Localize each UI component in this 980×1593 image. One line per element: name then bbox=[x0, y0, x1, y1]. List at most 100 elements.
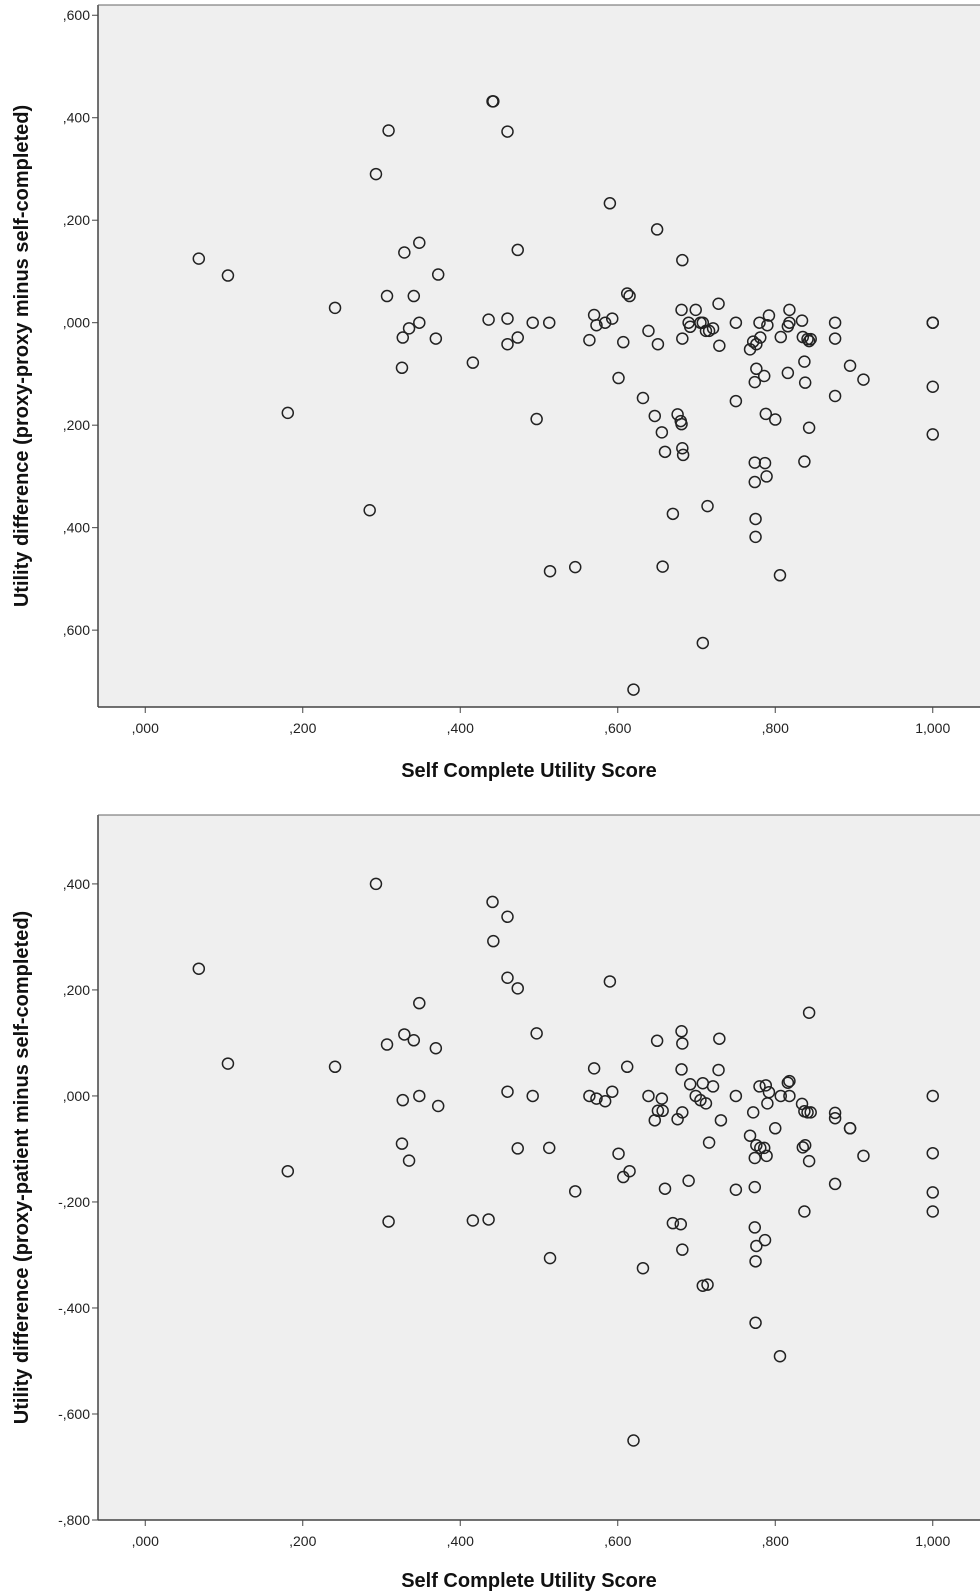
data-point bbox=[466, 356, 480, 369]
data-point bbox=[482, 1213, 495, 1226]
data-point bbox=[701, 1278, 714, 1291]
data-point bbox=[675, 1025, 688, 1038]
data-point bbox=[402, 1154, 416, 1167]
data-point bbox=[676, 253, 689, 267]
data-point bbox=[729, 316, 743, 329]
data-point bbox=[543, 1251, 557, 1265]
data-point bbox=[407, 289, 421, 303]
data-point bbox=[603, 975, 617, 988]
data-point bbox=[712, 297, 725, 310]
data-point bbox=[395, 1137, 409, 1150]
data-point bbox=[749, 512, 762, 526]
data-point bbox=[926, 1186, 939, 1199]
data-point bbox=[760, 470, 773, 483]
data-point bbox=[683, 1078, 697, 1091]
data-point bbox=[769, 413, 782, 426]
data-point bbox=[689, 303, 702, 317]
y-tick-label: -,400 bbox=[58, 1300, 90, 1316]
data-point bbox=[798, 376, 812, 389]
y-tick-label: ,000 bbox=[63, 1088, 90, 1104]
data-point bbox=[926, 1146, 939, 1160]
data-point bbox=[729, 1089, 743, 1103]
data-point bbox=[801, 332, 814, 346]
data-point bbox=[746, 335, 760, 348]
data-point bbox=[759, 1079, 773, 1092]
x-tick-label: ,600 bbox=[604, 720, 631, 736]
data-point bbox=[501, 337, 514, 351]
data-point bbox=[413, 1089, 426, 1103]
data-point bbox=[620, 1060, 634, 1074]
data-point bbox=[802, 334, 816, 348]
data-point bbox=[192, 252, 206, 265]
data-point bbox=[382, 1215, 395, 1228]
data-point bbox=[926, 316, 939, 329]
data-point bbox=[612, 371, 625, 385]
data-point bbox=[804, 332, 817, 346]
data-point bbox=[926, 1205, 939, 1218]
data-point bbox=[666, 1216, 680, 1230]
data-point bbox=[380, 289, 394, 303]
data-point bbox=[781, 366, 795, 380]
data-point bbox=[590, 1092, 603, 1105]
data-point bbox=[511, 1142, 524, 1155]
data-point bbox=[828, 1177, 842, 1191]
y-axis-title: Utility difference (proxy-proxy minus se… bbox=[11, 105, 33, 607]
data-point bbox=[696, 636, 710, 650]
data-point bbox=[761, 319, 774, 332]
data-point bbox=[363, 503, 376, 517]
data-point bbox=[699, 1097, 713, 1110]
data-point bbox=[750, 1239, 763, 1253]
data-point bbox=[605, 312, 619, 325]
data-point bbox=[828, 316, 842, 329]
data-point bbox=[530, 1027, 543, 1040]
y-tick-label: ,000 bbox=[63, 315, 90, 331]
data-point bbox=[712, 1063, 725, 1077]
data-point bbox=[774, 1089, 788, 1103]
x-tick-label: ,200 bbox=[289, 1533, 316, 1549]
data-point bbox=[729, 1183, 743, 1197]
data-point bbox=[762, 1085, 776, 1099]
data-point bbox=[466, 1214, 480, 1227]
data-point bbox=[380, 1038, 394, 1051]
data-point bbox=[656, 560, 669, 573]
data-point bbox=[636, 391, 650, 405]
data-point bbox=[655, 426, 669, 439]
data-point bbox=[398, 1028, 411, 1041]
data-point bbox=[774, 330, 788, 344]
data-point bbox=[526, 1089, 539, 1103]
y-tick-label: ,600 bbox=[63, 622, 90, 638]
data-point bbox=[627, 1434, 640, 1447]
y-tick-label: ,200 bbox=[63, 982, 90, 998]
data-point bbox=[413, 316, 426, 329]
data-point bbox=[676, 332, 689, 345]
data-point bbox=[748, 475, 762, 489]
x-tick-label: ,600 bbox=[604, 1533, 631, 1549]
data-point bbox=[328, 1060, 342, 1074]
data-point bbox=[583, 1089, 596, 1103]
data-point bbox=[620, 287, 634, 300]
data-point bbox=[482, 313, 495, 326]
data-point bbox=[568, 560, 582, 574]
data-point bbox=[369, 877, 383, 891]
data-point bbox=[802, 421, 816, 434]
data-point bbox=[221, 1057, 235, 1070]
data-point bbox=[627, 683, 640, 696]
data-point bbox=[828, 332, 842, 345]
data-point bbox=[583, 333, 596, 347]
data-point bbox=[682, 1174, 695, 1188]
data-point bbox=[754, 1141, 767, 1155]
data-point bbox=[753, 316, 766, 329]
plot-area bbox=[98, 5, 980, 707]
data-point bbox=[683, 320, 697, 334]
data-point bbox=[543, 564, 557, 578]
data-point bbox=[658, 445, 672, 459]
data-point bbox=[781, 1076, 795, 1089]
data-point bbox=[587, 1062, 601, 1075]
data-point bbox=[676, 1106, 689, 1119]
data-point bbox=[605, 1085, 619, 1098]
data-point bbox=[758, 1233, 772, 1247]
data-point bbox=[642, 1089, 655, 1103]
data-point bbox=[798, 1138, 812, 1152]
y-tick-label: ,400 bbox=[63, 876, 90, 892]
data-point bbox=[762, 309, 776, 322]
